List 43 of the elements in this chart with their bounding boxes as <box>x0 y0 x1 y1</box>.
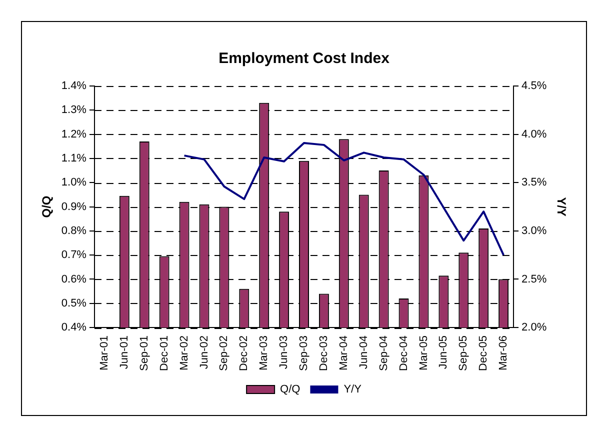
y-tick-label: 0.4% <box>61 322 87 334</box>
y-tick-label: 1.4% <box>61 80 87 92</box>
x-tick-label: Mar-02 <box>178 336 190 370</box>
y-tick-label: 0.9% <box>61 200 87 213</box>
x-tick-label: Jun-04 <box>358 336 370 370</box>
y2-tick-label: 4.5% <box>522 80 547 92</box>
y-tick-label: 1.1% <box>61 152 87 164</box>
y-tick-label: 0.6% <box>61 273 87 286</box>
y2-tick-label: 2.0% <box>522 322 547 334</box>
x-tick-label: Dec-01 <box>158 336 170 371</box>
x-tick-label: Dec-05 <box>478 336 490 371</box>
x-tick-label: Dec-04 <box>398 336 410 371</box>
x-tick-label: Mar-01 <box>98 336 110 370</box>
x-tick-label: Mar-04 <box>338 336 350 370</box>
y-axis-title: Q/Q <box>40 196 54 218</box>
y-tick-label: 0.8% <box>61 224 87 237</box>
x-tick-label: Dec-03 <box>318 336 330 371</box>
x-tick-label: Jun-03 <box>278 336 290 370</box>
x-tick-label: Jun-02 <box>198 336 210 370</box>
y2-tick-label: 4.0% <box>522 128 547 140</box>
y2-axis-title: Y/Y <box>554 197 568 216</box>
x-tick-label: Sep-03 <box>298 336 310 372</box>
x-tick-label: Sep-04 <box>378 336 390 372</box>
x-tick-label: Sep-02 <box>218 336 230 372</box>
y2-tick-label: 3.0% <box>522 224 547 237</box>
y-tick-label: 1.2% <box>61 128 87 140</box>
legend-label: Y/Y <box>344 384 362 396</box>
y-tick-label: 0.7% <box>61 249 87 262</box>
x-tick-label: Sep-05 <box>458 336 470 372</box>
chart-title: Employment Cost Index <box>218 50 390 68</box>
x-tick-label: Dec-02 <box>238 336 250 371</box>
x-tick-label: Mar-05 <box>418 336 430 370</box>
x-tick-label: Mar-03 <box>258 336 270 370</box>
x-tick-label: Mar-06 <box>498 336 510 370</box>
y-tick-label: 0.5% <box>61 297 87 310</box>
y2-tick-label: 2.5% <box>522 273 547 286</box>
x-tick-label: Jun-05 <box>438 336 450 370</box>
y2-tick-label: 3.5% <box>522 176 547 189</box>
legend-label: Q/Q <box>280 384 301 396</box>
y-tick-label: 1.0% <box>61 176 87 189</box>
x-tick-label: Sep-01 <box>138 336 150 372</box>
x-tick-label: Jun-01 <box>118 336 130 370</box>
y-tick-label: 1.3% <box>61 104 87 116</box>
